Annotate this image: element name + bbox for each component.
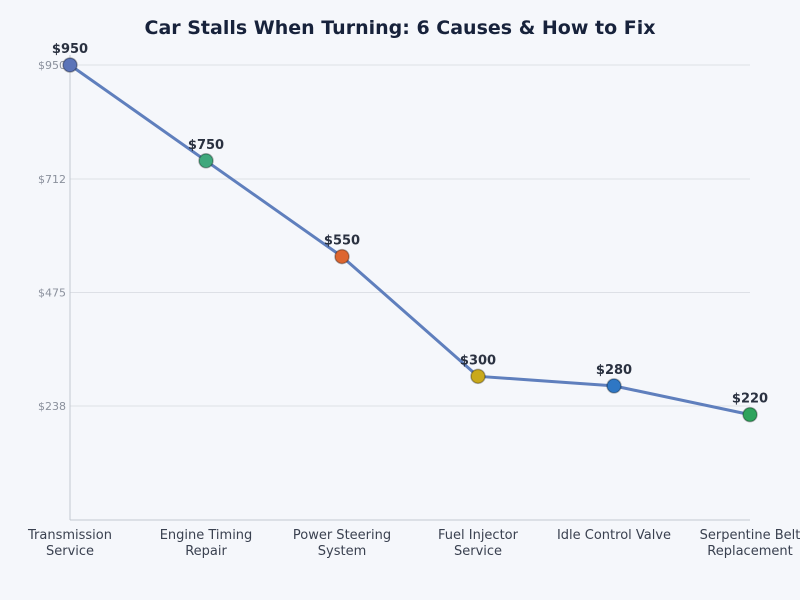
data-label: $280 — [596, 363, 632, 378]
y-tick-label: $950 — [38, 59, 66, 72]
y-tick-label: $475 — [38, 287, 66, 300]
data-label: $300 — [460, 353, 496, 368]
data-point — [62, 57, 78, 73]
x-tick-label: Power Steering System — [293, 528, 391, 559]
data-point — [606, 378, 622, 394]
y-tick-label: $712 — [38, 173, 66, 186]
data-label: $950 — [52, 42, 88, 57]
x-tick-label: Idle Control Valve — [557, 528, 671, 543]
y-tick-label: $238 — [38, 400, 66, 413]
x-tick-label: Serpentine Belt Replacement — [700, 528, 800, 559]
data-label: $220 — [732, 392, 768, 407]
data-point — [742, 406, 758, 423]
data-label: $550 — [324, 234, 360, 249]
x-tick-label: Transmission Service — [27, 528, 112, 559]
data-label: $750 — [188, 138, 224, 153]
data-point — [334, 248, 350, 265]
x-tick-label: Fuel Injector Service — [438, 528, 519, 559]
data-point — [198, 153, 214, 169]
data-point — [470, 368, 486, 385]
x-tick-label: Engine Timing Repair — [160, 528, 253, 559]
series-line — [69, 63, 751, 417]
chart-title: Car Stalls When Turning: 6 Causes & How … — [145, 17, 656, 39]
